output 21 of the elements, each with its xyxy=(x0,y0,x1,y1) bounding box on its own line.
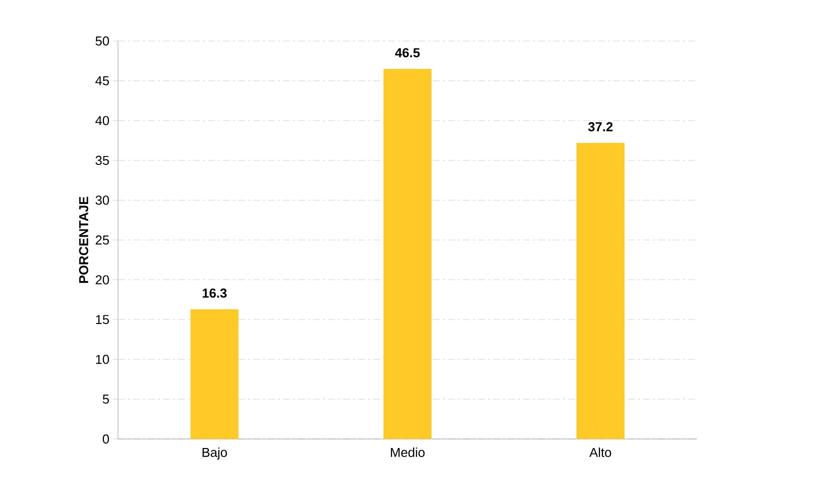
y-tick-label: 5 xyxy=(102,394,109,404)
y-tick-label: 20 xyxy=(96,275,109,284)
data-label: 16.3 xyxy=(202,288,227,298)
y-tick-label: 10 xyxy=(96,354,109,364)
data-label: 37.2 xyxy=(588,122,613,132)
x-tick-label: Alto xyxy=(589,448,612,458)
bar xyxy=(384,68,432,439)
y-tick-label: 25 xyxy=(96,235,109,245)
data-label: 46.5 xyxy=(395,48,420,58)
bar xyxy=(190,309,239,439)
y-tick-label: 0 xyxy=(102,434,109,444)
x-tick-label: Medio xyxy=(390,448,425,458)
y-tick-label: 15 xyxy=(96,315,109,324)
x-tick-label: Bajo xyxy=(202,448,227,460)
y-tick-label: 45 xyxy=(95,76,109,86)
y-tick-label: 30 xyxy=(96,196,109,205)
bar xyxy=(576,142,625,439)
y-tick-label: 50 xyxy=(96,36,109,46)
y-tick-label: 40 xyxy=(95,116,109,126)
y-tick-label: 35 xyxy=(96,156,109,165)
y-axis-title: PORCENTAJE xyxy=(79,196,88,283)
